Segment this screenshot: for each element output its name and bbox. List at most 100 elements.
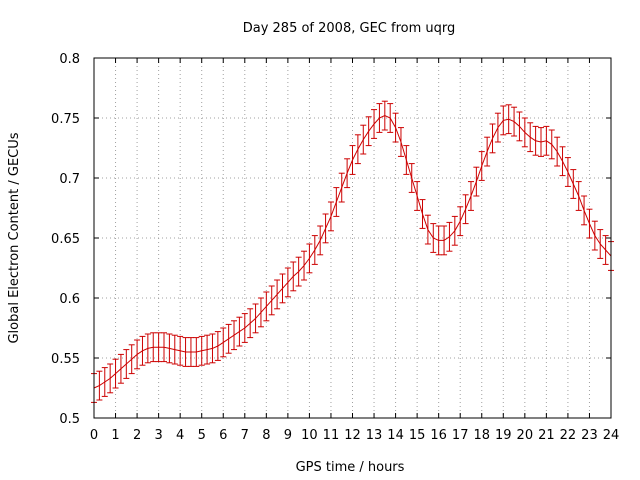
error-bar bbox=[564, 157, 571, 187]
error-bar bbox=[392, 112, 399, 143]
error-bar bbox=[543, 125, 550, 156]
error-bar bbox=[257, 297, 264, 328]
error-bar bbox=[338, 172, 345, 203]
error-bar bbox=[554, 136, 561, 167]
x-tick-label: 0 bbox=[90, 428, 98, 443]
y-tick-label: 0.6 bbox=[59, 292, 80, 307]
error-bar bbox=[494, 112, 501, 143]
error-bar bbox=[198, 335, 205, 366]
error-bar bbox=[252, 303, 259, 334]
error-bar bbox=[295, 256, 302, 287]
error-bar bbox=[559, 146, 566, 177]
error-bar bbox=[301, 250, 308, 281]
error-bar bbox=[214, 331, 221, 361]
axis-ticks: 0 1 2 3 4 5 6 7 8 9 10 11 12 13 14 15 16 17 18 19 20 21 22 23 24… bbox=[51, 52, 619, 443]
error-bar bbox=[521, 117, 528, 148]
error-bar bbox=[354, 134, 361, 165]
error-bar bbox=[424, 214, 431, 245]
error-bar bbox=[516, 111, 523, 142]
error-bar bbox=[204, 334, 211, 365]
error-bar bbox=[220, 327, 227, 358]
error-bar bbox=[236, 316, 243, 347]
y-tick-label: 0.75 bbox=[51, 112, 80, 127]
x-tick-label: 16 bbox=[430, 428, 447, 443]
error-bar bbox=[187, 337, 194, 367]
error-bar bbox=[403, 145, 410, 175]
error-bar bbox=[112, 358, 119, 389]
error-bar bbox=[489, 123, 496, 154]
error-bar bbox=[311, 235, 318, 265]
error-bar bbox=[209, 333, 216, 364]
x-tick-label: 20 bbox=[517, 428, 534, 443]
x-tick-label: 8 bbox=[262, 428, 270, 443]
x-tick-label: 9 bbox=[284, 428, 292, 443]
error-bar bbox=[505, 104, 512, 135]
error-bar bbox=[150, 332, 157, 363]
error-bar bbox=[322, 213, 329, 244]
x-tick-label: 22 bbox=[560, 428, 577, 443]
error-bar bbox=[327, 201, 334, 232]
error-bar bbox=[397, 127, 404, 157]
error-bar bbox=[139, 335, 146, 366]
error-bar bbox=[581, 195, 588, 226]
error-bar bbox=[101, 367, 108, 397]
error-bar bbox=[317, 225, 324, 256]
y-axis-label: Global Electron Content / GECUs bbox=[7, 132, 22, 343]
error-bar bbox=[349, 145, 356, 175]
error-bar bbox=[376, 103, 383, 133]
error-bar bbox=[128, 344, 135, 375]
error-bar bbox=[441, 225, 448, 256]
error-bar bbox=[290, 261, 297, 292]
error-bar bbox=[360, 124, 367, 155]
error-bar bbox=[344, 158, 351, 189]
error-bar bbox=[467, 181, 474, 211]
x-tick-label: 11 bbox=[323, 428, 340, 443]
chart-title: Day 285 of 2008, GEC from uqrg bbox=[243, 21, 456, 36]
error-bar bbox=[123, 349, 130, 379]
x-tick-label: 12 bbox=[344, 428, 361, 443]
error-bar bbox=[306, 243, 313, 274]
error-bar bbox=[241, 313, 248, 343]
error-bar bbox=[284, 267, 291, 298]
x-tick-label: 5 bbox=[198, 428, 206, 443]
error-bar bbox=[231, 320, 238, 351]
gec-series bbox=[91, 100, 614, 403]
x-tick-label: 3 bbox=[154, 428, 162, 443]
error-bar bbox=[225, 323, 232, 354]
error-bar bbox=[134, 339, 141, 370]
error-bar bbox=[457, 206, 464, 237]
error-bar bbox=[247, 308, 254, 339]
error-bar bbox=[532, 125, 539, 156]
error-bar bbox=[155, 332, 162, 363]
y-tick-label: 0.65 bbox=[51, 232, 80, 247]
error-bar bbox=[117, 353, 124, 384]
error-bar bbox=[527, 122, 534, 153]
error-bar bbox=[166, 333, 173, 364]
error-bar bbox=[387, 103, 394, 133]
error-bar bbox=[430, 223, 437, 253]
x-tick-label: 18 bbox=[473, 428, 490, 443]
error-bar bbox=[107, 363, 114, 394]
error-bar bbox=[193, 337, 200, 367]
error-bar bbox=[182, 337, 189, 367]
error-bar bbox=[446, 221, 453, 252]
error-bar bbox=[597, 229, 604, 259]
error-bar bbox=[586, 208, 593, 239]
x-tick-label: 17 bbox=[452, 428, 469, 443]
x-tick-label: 19 bbox=[495, 428, 512, 443]
error-bar bbox=[570, 169, 577, 199]
y-tick-label: 0.55 bbox=[51, 352, 80, 367]
error-bar bbox=[279, 273, 286, 304]
error-bar bbox=[511, 106, 518, 137]
error-bar bbox=[333, 187, 340, 217]
error-bar bbox=[462, 194, 469, 225]
error-bar bbox=[171, 334, 178, 365]
x-tick-label: 6 bbox=[219, 428, 227, 443]
x-tick-label: 2 bbox=[133, 428, 141, 443]
x-tick-label: 7 bbox=[241, 428, 249, 443]
grid-lines bbox=[94, 58, 611, 418]
error-bar bbox=[602, 235, 609, 265]
y-tick-label: 0.8 bbox=[59, 52, 80, 67]
y-tick-label: 0.7 bbox=[59, 172, 80, 187]
